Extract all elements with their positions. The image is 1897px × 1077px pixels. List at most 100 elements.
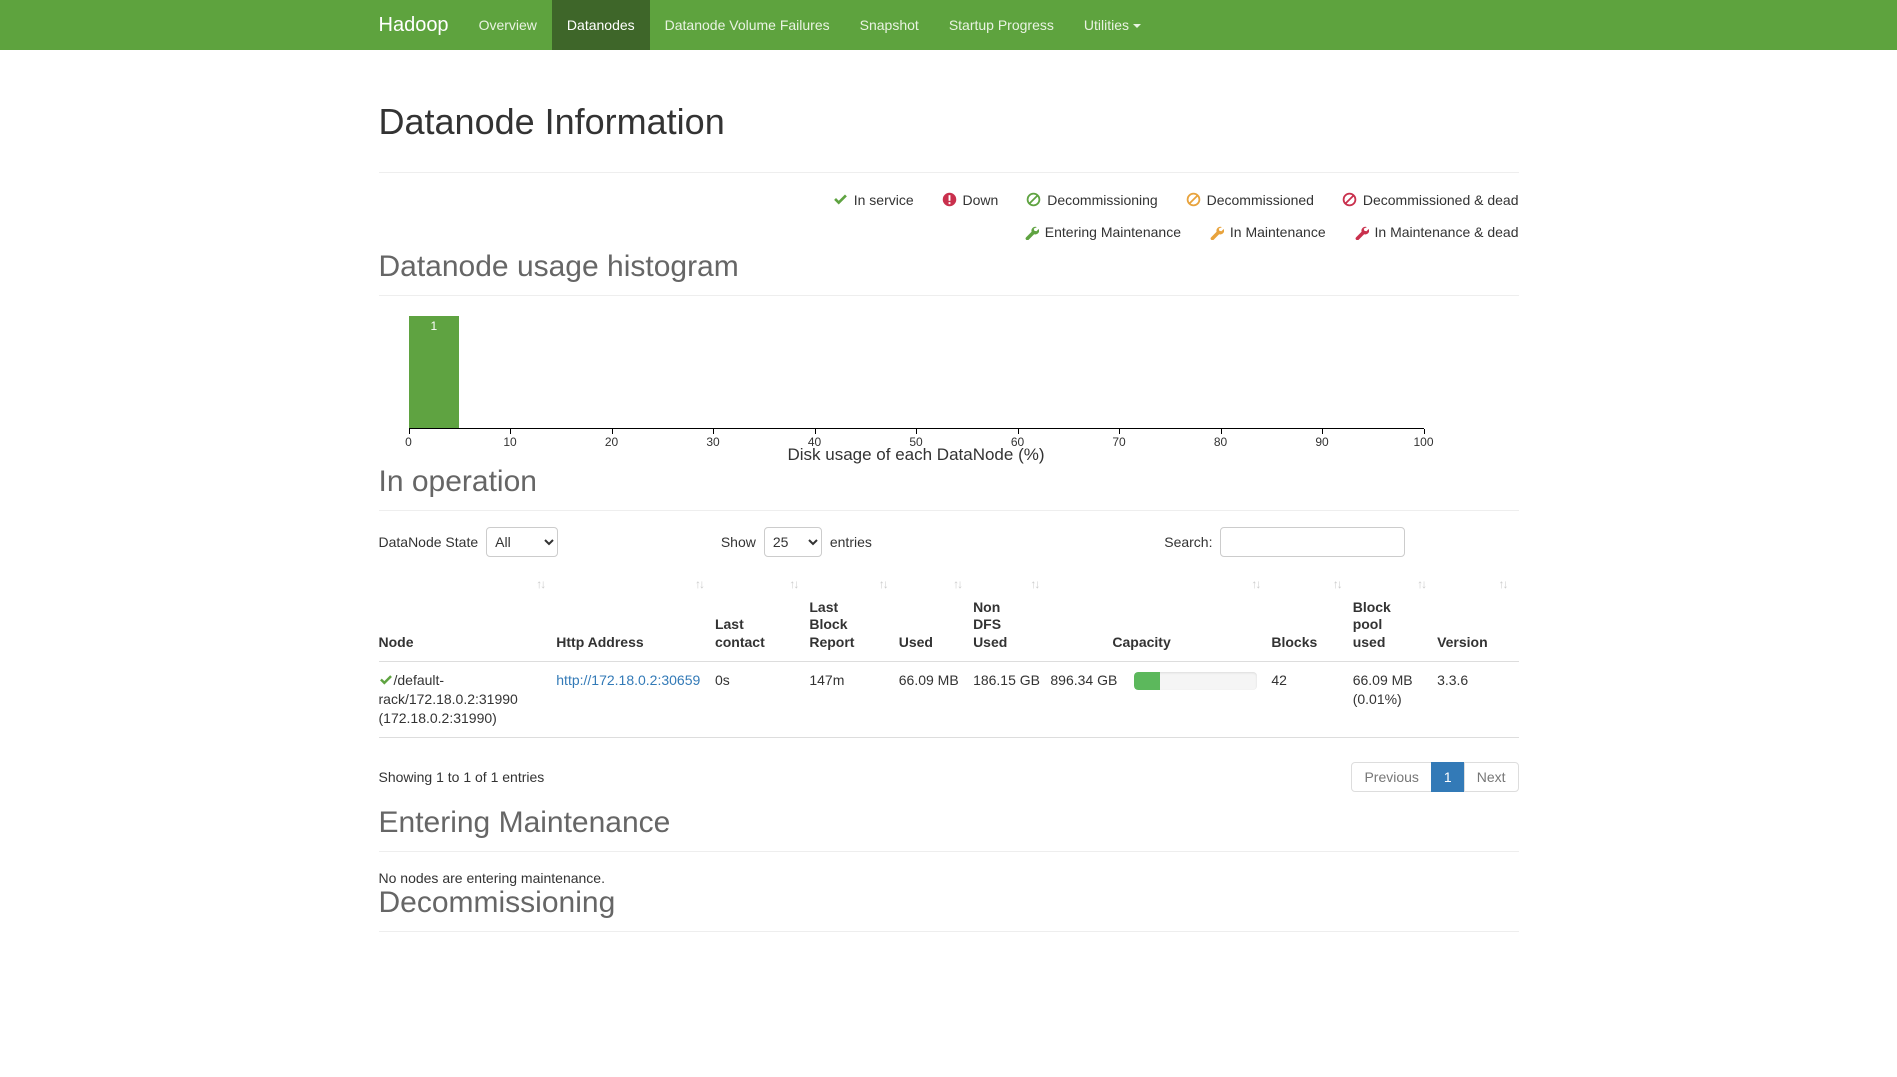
legend-decommissioning: Decommissioning — [1026, 185, 1158, 215]
axis-tick-label: 60 — [1010, 434, 1025, 449]
ban-icon — [1342, 192, 1357, 207]
page-1-button[interactable]: 1 — [1430, 761, 1465, 792]
check-icon — [379, 673, 393, 687]
histogram-caption: Disk usage of each DataNode (%) — [787, 444, 1045, 464]
divider — [378, 509, 1519, 511]
divider — [378, 294, 1519, 296]
datanode-usage-histogram: 1 0 10 20 30 40 50 60 70 80 90 100 Disk usage of e… — [405, 315, 1434, 465]
showing-entries-text: Showing 1 to 1 of 1 entries — [378, 768, 545, 785]
sort-icon[interactable]: ↑↓ — [789, 576, 799, 591]
ban-icon — [1186, 192, 1201, 207]
sort-icon[interactable]: ↑↓ — [1332, 576, 1343, 591]
nav-menu: Overview Datanodes Datanode Volume Failu… — [464, 0, 1156, 50]
axis-tick — [408, 428, 410, 434]
next-page-button[interactable]: Next — [1463, 761, 1519, 792]
axis-tick-label: 50 — [909, 434, 923, 449]
ban-icon — [1026, 192, 1041, 207]
column-header-used[interactable]: ↑↓ Used — [898, 570, 974, 663]
column-header-version[interactable]: ↑↓ Version — [1437, 570, 1519, 663]
axis-tick-label: 20 — [604, 434, 619, 449]
last-block-report-cell: 147m — [809, 661, 899, 738]
page-title: Datanode Information — [378, 101, 725, 142]
http-address-cell: http://172.18.0.2:30659 — [556, 661, 715, 738]
axis-tick-label: 80 — [1213, 434, 1228, 449]
axis-tick — [611, 428, 613, 434]
axis-tick — [1017, 428, 1019, 434]
hadoop-brand[interactable]: Hadoop — [378, 14, 449, 36]
histogram-bar-count: 1 — [430, 318, 438, 333]
axis-tick — [1119, 428, 1120, 434]
sort-icon[interactable]: ↑↓ — [1251, 576, 1261, 591]
http-address-link[interactable]: http://172.18.0.2:30659 — [556, 672, 701, 689]
axis-tick — [814, 428, 816, 434]
nav-item-overview[interactable]: Overview — [478, 17, 537, 33]
legend-entering-maintenance: Entering Maintenance — [1024, 217, 1181, 247]
sort-icon[interactable]: ↑↓ — [878, 576, 889, 591]
divider — [378, 930, 1519, 932]
axis-tick-label: 0 — [405, 434, 412, 449]
legend-in-maintenance: In Maintenance — [1209, 217, 1326, 247]
check-icon — [833, 192, 848, 207]
column-header-last-block-report[interactable]: ↑↓ Last Block Report — [809, 570, 899, 663]
legend-decommissioned-dead: Decommissioned & dead — [1342, 185, 1519, 215]
axis-tick-label: 30 — [706, 434, 720, 449]
sort-icon[interactable]: ↑↓ — [694, 576, 705, 591]
nav-item-startup-progress[interactable]: Startup Progress — [948, 17, 1054, 33]
entries-label: entries — [829, 533, 872, 550]
histogram-bar: 1 — [408, 315, 460, 428]
axis-tick — [510, 428, 511, 434]
sort-icon[interactable]: ↑↓ — [536, 576, 546, 591]
version-cell: 3.3.6 — [1437, 661, 1519, 738]
chevron-down-icon — [1133, 24, 1141, 29]
column-header-last-contact[interactable]: ↑↓ Last contact — [714, 570, 810, 663]
legend-row-2: Entering Maintenance In Maintenance In M… — [379, 217, 1519, 250]
nav-item-snapshot[interactable]: Snapshot — [859, 17, 919, 33]
sort-icon[interactable]: ↑↓ — [953, 576, 963, 591]
blocks-cell: 42 — [1271, 661, 1353, 738]
legend-down: Down — [942, 185, 998, 215]
column-header-blocks[interactable]: ↑↓ Blocks — [1271, 570, 1353, 663]
column-header-http-address[interactable]: ↑↓ Http Address — [556, 570, 715, 663]
in-operation-section-title: In operation — [378, 464, 537, 498]
previous-page-button[interactable]: Previous — [1351, 761, 1432, 792]
datanodes-table: ↑↓ Node ↑↓ Http Address ↑↓ Last contact ↑↓ L… — [378, 570, 1519, 738]
column-header-block-pool-used[interactable]: ↑↓ Block pool used — [1352, 570, 1438, 663]
show-label: Show — [720, 533, 756, 550]
axis-tick-label: 100 — [1413, 434, 1434, 449]
datanode-state-select[interactable]: All — [486, 526, 559, 557]
column-header-capacity[interactable]: ↑↓ Capacity — [1050, 570, 1272, 663]
histogram-section-title: Datanode usage histogram — [378, 249, 739, 283]
nav-item-datanode-volume-failures[interactable]: Datanode Volume Failures — [664, 17, 830, 33]
sort-icon[interactable]: ↑↓ — [1030, 576, 1040, 591]
capacity-cell: 896.34 GB — [1050, 661, 1272, 738]
legend-in-service: In service — [833, 185, 914, 215]
last-contact-cell: 0s — [714, 661, 810, 738]
node-cell: /default-rack/172.18.0.2:31990 (172.18.0… — [378, 661, 557, 738]
wrench-icon — [1354, 225, 1369, 240]
entering-maintenance-empty-text: No nodes are entering maintenance. — [378, 869, 605, 886]
legend-row-1: In service Down Decommissioning Decommis… — [379, 185, 1519, 218]
page-header: Datanode Information — [378, 101, 1519, 173]
axis-tick — [713, 428, 714, 434]
histogram-plot-area: 1 — [408, 315, 1424, 429]
axis-tick-label: 90 — [1315, 434, 1329, 449]
search-control: Search: — [1063, 526, 1518, 557]
entering-maintenance-section-title: Entering Maintenance — [378, 805, 671, 839]
used-cell: 66.09 MB — [898, 661, 974, 738]
capacity-progress-bar — [1134, 671, 1258, 690]
nav-item-datanodes[interactable]: Datanodes — [551, 0, 650, 50]
wrench-icon — [1024, 225, 1039, 240]
show-entries-select[interactable]: 25 — [763, 526, 822, 557]
axis-tick-label: 70 — [1112, 434, 1126, 449]
decommissioning-section-title: Decommissioning — [378, 885, 616, 919]
sort-icon[interactable]: ↑↓ — [1498, 576, 1509, 591]
axis-tick-label: 10 — [503, 434, 517, 449]
search-label: Search: — [1164, 533, 1213, 550]
search-input[interactable] — [1220, 526, 1406, 557]
wrench-icon — [1209, 225, 1224, 240]
top-navbar: Hadoop Overview Datanodes Datanode Volum… — [0, 0, 1897, 50]
sort-icon[interactable]: ↑↓ — [1417, 576, 1427, 591]
column-header-non-dfs-used[interactable]: ↑↓ Non DFS Used — [973, 570, 1051, 663]
column-header-node[interactable]: ↑↓ Node — [378, 570, 557, 663]
nav-item-utilities-dropdown[interactable]: Utilities — [1069, 0, 1156, 50]
